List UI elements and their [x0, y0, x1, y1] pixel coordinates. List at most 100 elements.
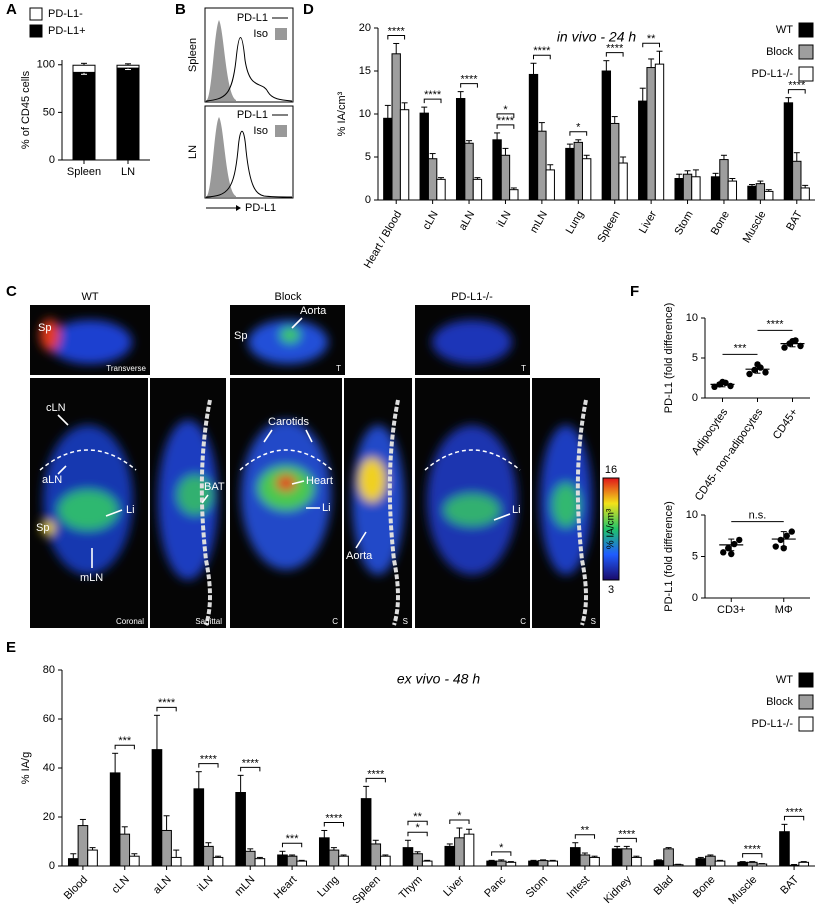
- significance-label: ***: [286, 833, 300, 845]
- significance-label: ****: [788, 80, 806, 92]
- bar: [682, 173, 693, 201]
- legend-swatch: [275, 125, 287, 137]
- data-point: [751, 366, 758, 374]
- data-point: [754, 361, 761, 368]
- blob: [444, 494, 500, 526]
- data-point: [762, 369, 769, 376]
- significance-label: ****: [766, 318, 784, 330]
- row-label: LN: [187, 145, 199, 159]
- data-point: [797, 342, 804, 350]
- x-tick-label: Bone: [709, 209, 732, 237]
- bar: [705, 855, 716, 867]
- x-tick-label: Muscle: [726, 874, 759, 907]
- bar: [710, 176, 721, 201]
- x-tick-label: CD45+: [771, 407, 801, 442]
- y-axis-label: % of CD45 cells: [20, 70, 32, 149]
- bar: [370, 843, 382, 867]
- significance-label: **: [581, 825, 590, 837]
- panel-label: F: [630, 283, 639, 300]
- significance-bracket: [574, 834, 596, 839]
- bar: [674, 178, 684, 201]
- histogram-frame: [204, 105, 294, 199]
- significance-bracket: [198, 763, 219, 768]
- x-tick-label: Stom: [672, 209, 695, 237]
- x-tick-label: Heart / Blood: [362, 209, 404, 271]
- bar: [427, 158, 438, 201]
- x-tick-label: aLN: [151, 874, 174, 897]
- significance-label: ****: [606, 43, 624, 55]
- significance-bracket: [423, 98, 442, 104]
- x-tick-label: cLN: [110, 874, 132, 896]
- bar: [412, 853, 423, 867]
- legend-swatch: [275, 28, 287, 40]
- legend-label: PD-L1: [237, 12, 268, 24]
- legend-label: PD-L1-: [48, 8, 83, 20]
- significance-bracket: [642, 42, 661, 48]
- arrow: [263, 429, 313, 443]
- legend-swatch: [798, 716, 814, 732]
- blob: [280, 327, 300, 343]
- bar: [419, 112, 429, 201]
- bar: [800, 187, 810, 201]
- data-point: [720, 549, 727, 556]
- y-tick-label: 100: [37, 59, 55, 71]
- y-tick-label: 10: [686, 312, 698, 324]
- image-annotation: Sp: [38, 322, 51, 334]
- legend-swatch: [798, 44, 814, 60]
- blob: [58, 490, 118, 530]
- pdl1-histogram: [205, 130, 293, 198]
- bar: [235, 792, 246, 867]
- panel-label: A: [6, 1, 17, 18]
- image-annotation: Aorta: [346, 550, 373, 562]
- arrow: [57, 465, 67, 475]
- significance-bracket: [281, 842, 303, 848]
- data-point: [772, 543, 779, 550]
- bar: [380, 855, 391, 867]
- column-title: Block: [275, 291, 302, 303]
- data-point: [781, 344, 788, 351]
- bar: [151, 749, 163, 867]
- bar: [464, 142, 474, 201]
- panel-b: Spleen LN PD-L1 Iso PD-L1 Iso PD-L1: [187, 7, 294, 214]
- bar: [545, 169, 555, 201]
- view-label: S: [403, 617, 408, 626]
- bar: [212, 856, 224, 867]
- significance-bracket: [605, 52, 624, 57]
- y-tick-label: 50: [43, 106, 55, 118]
- bar: [500, 154, 511, 201]
- legend-label: WT: [776, 674, 793, 686]
- bar: [436, 178, 446, 201]
- arrow: [355, 531, 367, 549]
- bar: [610, 122, 620, 201]
- x-tick-label: Spleen: [350, 874, 383, 907]
- bar: [737, 861, 748, 867]
- data-point: [725, 545, 732, 552]
- pdl1-histogram: [205, 37, 293, 102]
- bar: [611, 848, 623, 867]
- colorbar: [602, 477, 620, 581]
- iso-histogram: [206, 117, 236, 197]
- blob: [432, 320, 512, 364]
- bar: [727, 180, 738, 201]
- colorbar-label: % IA/cm³: [606, 508, 617, 549]
- significance-bracket: [407, 820, 428, 826]
- bar: [714, 860, 726, 867]
- image-annotation: aLN: [42, 474, 62, 486]
- bar: [638, 100, 648, 201]
- row-label: Spleen: [187, 38, 199, 72]
- y-tick-label: 5: [692, 352, 698, 364]
- x-tick-label: LN: [121, 166, 135, 178]
- view-label: Sagittal: [195, 617, 222, 626]
- bar: [421, 860, 433, 867]
- bar: [747, 185, 757, 201]
- bar: [193, 788, 205, 867]
- bar: [109, 772, 121, 867]
- bar: [486, 860, 497, 867]
- bar: [631, 856, 642, 867]
- image-annotation: Sp: [234, 330, 247, 342]
- legend-label: PD-L1: [237, 109, 268, 121]
- arrow: [291, 317, 303, 329]
- significance-label: ***: [734, 342, 748, 354]
- y-axis-label: % IA/g: [20, 752, 32, 784]
- view-label: C: [332, 617, 338, 626]
